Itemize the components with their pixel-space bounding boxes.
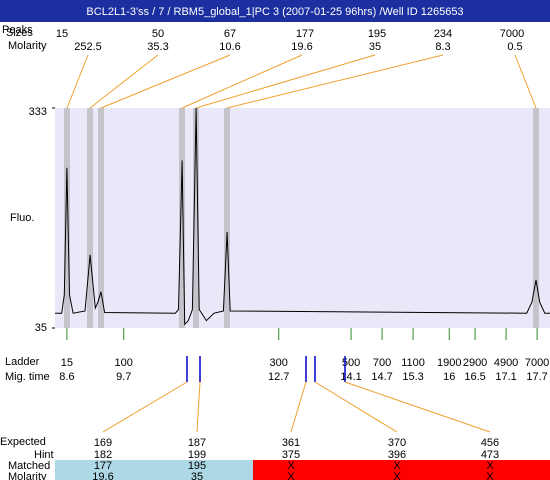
- peak-size: 234: [434, 28, 452, 40]
- peak-band: [193, 108, 199, 328]
- row-label: Molarity: [8, 40, 47, 52]
- ladder-time: 8.6: [59, 371, 74, 383]
- ladder-time: 12.7: [268, 371, 289, 383]
- hint-value: 396: [388, 449, 406, 461]
- peak-connector: [514, 54, 537, 109]
- peak-connector: [226, 54, 444, 109]
- peak-band: [224, 108, 230, 328]
- expected-value: 169: [94, 437, 112, 449]
- peak-molarity: 252.5: [74, 41, 102, 53]
- marker-connector: [314, 381, 398, 433]
- ladder-time: 16: [443, 371, 455, 383]
- y-tick-label: 35: [35, 322, 47, 334]
- peak-connector: [181, 54, 303, 109]
- row-label: Sizes: [6, 27, 33, 39]
- ladder-time: 14.7: [371, 371, 392, 383]
- peak-size: 195: [368, 28, 386, 40]
- molarity-value: X: [393, 471, 401, 480]
- marker-connector: [102, 381, 188, 433]
- row-label: Molarity: [8, 471, 47, 480]
- matched-value: X: [393, 460, 401, 472]
- peak-band: [533, 108, 539, 328]
- match-cell: [344, 460, 444, 480]
- ladder-time: 9.7: [116, 371, 131, 383]
- trace: [55, 107, 550, 326]
- match-cell: [253, 460, 344, 480]
- peak-connector: [195, 54, 376, 109]
- ladder-size: 2900: [463, 357, 487, 369]
- ladder-time-label: Mig. time: [5, 371, 50, 383]
- ladder-size: 300: [270, 357, 288, 369]
- ladder-size: 100: [115, 357, 133, 369]
- matched-value: 195: [188, 460, 206, 472]
- molarity-value: X: [287, 471, 295, 480]
- hint-value: 199: [188, 449, 206, 461]
- y-label: Fluo.: [10, 212, 34, 224]
- row-label: Matched: [8, 460, 50, 472]
- marker-connector: [196, 381, 201, 433]
- hint-value: 375: [282, 449, 300, 461]
- ladder-size: 500: [342, 357, 360, 369]
- hint-value: 182: [94, 449, 112, 461]
- row-label: Peaks: [2, 24, 33, 36]
- peak-molarity: 8.3: [435, 41, 450, 53]
- peak-size: 177: [296, 28, 314, 40]
- row-label: Hint: [34, 449, 54, 461]
- ladder-label: Ladder: [5, 356, 40, 368]
- peak-molarity: 0.5: [507, 41, 522, 53]
- expected-value: 370: [388, 437, 406, 449]
- plot-area: [55, 108, 550, 328]
- peak-size: 7000: [500, 28, 524, 40]
- match-cell: [55, 460, 150, 480]
- ladder-size: 1900: [437, 357, 461, 369]
- peak-connector: [66, 54, 89, 109]
- marker-connector: [344, 381, 491, 433]
- peak-band: [98, 108, 104, 328]
- ladder-size: 4900: [494, 357, 518, 369]
- peak-band: [179, 108, 185, 328]
- match-cell: [444, 460, 550, 480]
- matched-value: 177: [94, 460, 112, 472]
- ladder-size: 1100: [401, 357, 425, 369]
- peak-band: [64, 108, 70, 328]
- molarity-value: 19.6: [92, 471, 113, 480]
- molarity-value: X: [486, 471, 494, 480]
- ladder-time: 15.3: [402, 371, 423, 383]
- ladder-time: 17.7: [526, 371, 547, 383]
- molarity-value: 35: [191, 471, 203, 480]
- expected-value: 456: [481, 437, 499, 449]
- match-cell: [150, 460, 253, 480]
- peak-molarity: 10.6: [219, 41, 240, 53]
- expected-value: 187: [188, 437, 206, 449]
- title: BCL2L1-3'ss / 7 / RBM5_global_1|PC 3 (20…: [86, 6, 463, 18]
- peak-molarity: 35: [369, 41, 381, 53]
- expected-value: 361: [282, 437, 300, 449]
- peak-connector: [100, 54, 231, 109]
- ladder-time: 14.1: [340, 371, 361, 383]
- ladder-time: 16.5: [464, 371, 485, 383]
- ladder-size: 7000: [525, 357, 549, 369]
- peak-band: [87, 108, 93, 328]
- ladder-size: 15: [61, 357, 73, 369]
- matched-value: X: [486, 460, 494, 472]
- ladder-time: 17.1: [495, 371, 516, 383]
- hint-value: 473: [481, 449, 499, 461]
- peak-connector: [89, 54, 159, 109]
- title-bar: [0, 0, 550, 22]
- peak-size: 50: [152, 28, 164, 40]
- y-tick-label: 333: [29, 106, 47, 118]
- ladder-size: 700: [373, 357, 391, 369]
- marker-connector: [290, 381, 307, 433]
- peak-size: 15: [56, 28, 68, 40]
- peak-size: 67: [224, 28, 236, 40]
- peak-molarity: 35.3: [147, 41, 168, 53]
- matched-value: X: [287, 460, 295, 472]
- row-label: Expected: [0, 436, 46, 448]
- peak-molarity: 19.6: [291, 41, 312, 53]
